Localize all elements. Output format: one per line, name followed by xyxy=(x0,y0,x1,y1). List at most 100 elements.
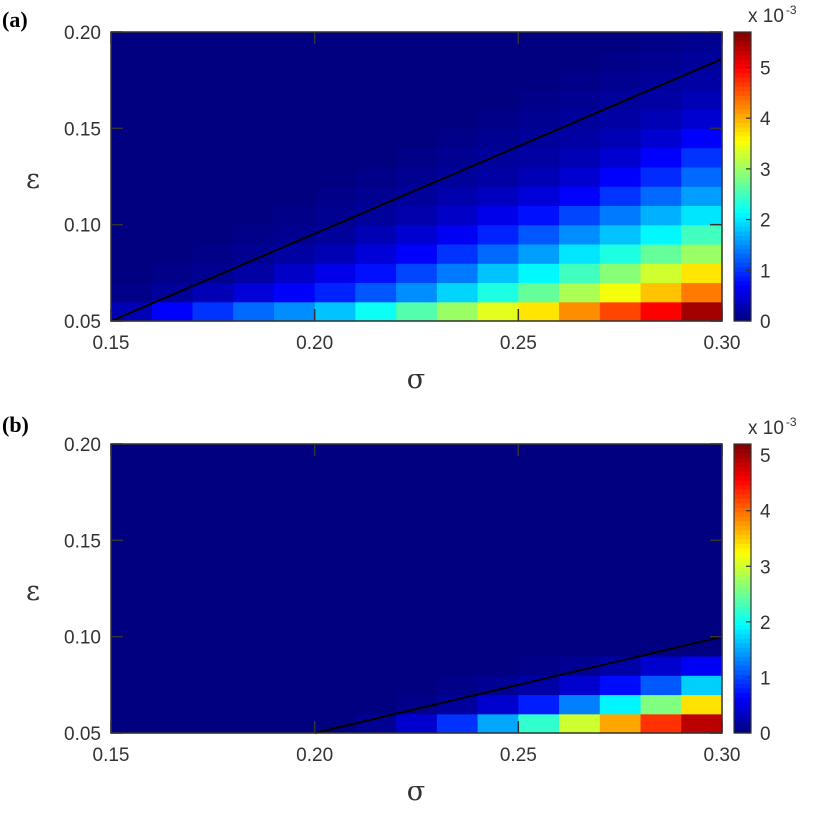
heatmap-cell xyxy=(314,655,356,676)
heatmap-cell xyxy=(640,501,682,522)
heatmap-cell xyxy=(436,186,479,206)
heatmap-cell xyxy=(273,51,316,72)
heatmap-cell xyxy=(151,70,194,91)
heatmap-cell xyxy=(192,282,234,303)
heatmap-cell xyxy=(599,540,642,561)
colorbar-tick-label: 4 xyxy=(760,502,771,523)
colorbar-segment xyxy=(734,45,751,51)
heatmap-cell xyxy=(559,205,601,226)
colorbar-segment xyxy=(734,683,751,689)
heatmap-cell xyxy=(396,444,438,464)
heatmap-cell xyxy=(477,109,519,129)
panel-a-y-axis: 0.05 0.10 0.15 0.20 xyxy=(64,23,722,333)
heatmap-cell xyxy=(599,166,642,187)
colorbar-segment xyxy=(734,656,751,662)
heatmap-cell xyxy=(233,713,275,734)
colorbar-segment xyxy=(734,692,751,698)
heatmap-cell xyxy=(518,32,560,52)
heatmap-cell xyxy=(436,147,479,168)
colorbar-tick-label: 1 xyxy=(760,668,771,689)
heatmap-cell xyxy=(640,463,682,484)
colorbar-segment xyxy=(734,516,751,522)
heatmap-cell xyxy=(111,463,153,484)
heatmap-cell xyxy=(559,521,601,541)
heatmap-cell xyxy=(111,166,153,187)
heatmap-cell xyxy=(192,32,234,52)
heatmap-cell xyxy=(559,675,601,696)
heatmap-cell xyxy=(273,109,316,129)
heatmap-cell xyxy=(559,166,601,187)
colorbar-tick-label: 1 xyxy=(760,261,771,282)
colorbar-tick-label: 0 xyxy=(760,312,771,333)
heatmap-cell xyxy=(151,617,194,638)
heatmap-cell xyxy=(436,89,479,110)
colorbar-segment xyxy=(734,257,751,263)
heatmap-cell xyxy=(640,224,682,245)
heatmap-cell xyxy=(151,128,194,149)
heatmap-cell xyxy=(681,263,723,284)
colorbar-segment xyxy=(734,484,751,490)
panel-a-y-axis-label: ε xyxy=(26,164,40,195)
heatmap-cell xyxy=(111,32,153,52)
heatmap-cell xyxy=(436,109,479,129)
colorbar-segment xyxy=(734,448,751,454)
heatmap-cell xyxy=(314,559,356,580)
colorbar-segment xyxy=(734,36,751,42)
heatmap-cell xyxy=(192,70,234,91)
panel-b-x-axis: 0.15 0.20 0.25 0.30 xyxy=(93,444,740,766)
heatmap-cell xyxy=(192,109,234,129)
colorbar-segment xyxy=(734,493,751,499)
colorbar-segment xyxy=(734,620,751,626)
heatmap-cell xyxy=(640,655,682,676)
colorbar-segment xyxy=(734,570,751,576)
heatmap-cell xyxy=(640,559,682,580)
x-tick-label: 0.15 xyxy=(93,745,130,766)
heatmap-cell xyxy=(640,51,682,72)
heatmap-cell xyxy=(477,205,519,226)
heatmap-cell xyxy=(314,224,356,245)
panel-a-x-axis: 0.15 0.20 0.25 0.30 xyxy=(93,32,740,354)
colorbar-segment xyxy=(734,212,751,218)
heatmap-cell xyxy=(396,675,438,696)
heatmap-cell xyxy=(314,128,356,149)
heatmap-cell xyxy=(640,166,682,187)
panel-b-y-axis-label: ε xyxy=(26,576,40,607)
heatmap-cell xyxy=(436,263,479,284)
heatmap-cell xyxy=(273,147,316,168)
heatmap-cell xyxy=(559,444,601,464)
heatmap-cell xyxy=(355,482,397,503)
colorbar-frame xyxy=(733,31,752,322)
heatmap-cell xyxy=(559,482,601,503)
heatmap-cell xyxy=(559,282,601,303)
heatmap-cell xyxy=(559,713,601,734)
colorbar-segment xyxy=(734,271,751,277)
heatmap-cell xyxy=(436,166,479,187)
heatmap-cell xyxy=(599,32,642,52)
heatmap-cell xyxy=(314,89,356,110)
heatmap-cell xyxy=(477,70,519,91)
heatmap-cell xyxy=(518,598,560,618)
heatmap-cell xyxy=(599,694,642,715)
heatmap-cell xyxy=(233,540,275,561)
heatmap-cell xyxy=(192,263,234,284)
heatmap-cell xyxy=(314,301,356,322)
heatmap-cell xyxy=(273,70,316,91)
heatmap-cell xyxy=(396,598,438,618)
heatmap-cell xyxy=(681,444,723,464)
heatmap-cell xyxy=(233,282,275,303)
heatmap-cell xyxy=(477,713,519,734)
colorbar-tick-label: 3 xyxy=(760,160,771,181)
heatmap-cell xyxy=(273,243,316,264)
heatmap-cell xyxy=(233,32,275,52)
heatmap-cell xyxy=(599,301,642,322)
colorbar-segment xyxy=(734,90,751,96)
colorbar-segment xyxy=(734,597,751,603)
panel-a-colorbar-exponent-base: x 10 xyxy=(748,6,784,27)
heatmap-cell xyxy=(436,617,479,638)
heatmap-cell xyxy=(477,186,519,206)
colorbar-segment xyxy=(734,302,751,309)
heatmap-cell xyxy=(518,70,560,91)
heatmap-cell xyxy=(111,263,153,284)
heatmap-cell xyxy=(640,540,682,561)
